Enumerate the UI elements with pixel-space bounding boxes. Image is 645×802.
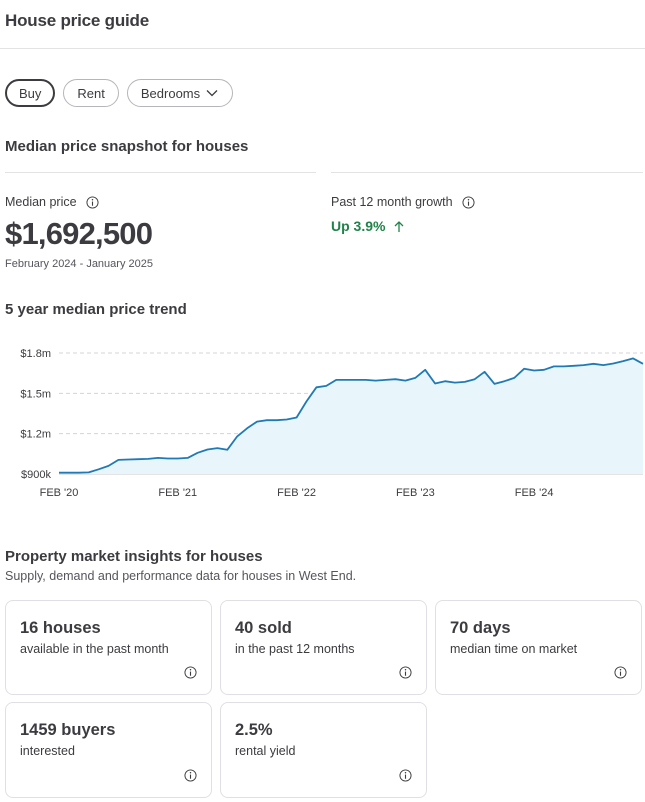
insight-card-sold: 40 sold in the past 12 months xyxy=(220,600,427,695)
insight-card-label: rental yield xyxy=(235,744,296,758)
chart-y-tick-labels: $900k $1.2m $1.5m $1.8m xyxy=(20,348,51,481)
filter-bar: Buy Rent Bedrooms xyxy=(5,79,234,107)
growth-label: Past 12 month growth xyxy=(331,195,453,209)
snapshot-divider-left xyxy=(5,172,316,173)
chart-x-tick-label: FEB '24 xyxy=(515,487,554,499)
chart-x-tick-labels: FEB '20 FEB '21 FEB '22 FEB '23 FEB '24 xyxy=(40,487,554,499)
price-trend-chart: $900k$1.2m$1.5m$1.8m FEB '20 FEB '21 FEB '… xyxy=(20,348,644,499)
info-circle-icon[interactable] xyxy=(86,195,99,209)
arrow-up-icon xyxy=(395,220,404,232)
median-date-range: February 2024 - January 2025 xyxy=(5,258,153,270)
chart-y-tick-label: $1.5m xyxy=(20,388,51,400)
info-circle-icon[interactable] xyxy=(399,769,412,782)
header-divider xyxy=(0,48,645,49)
growth-value-row: Up 3.9% xyxy=(331,218,405,234)
insight-card-label: median time on market xyxy=(450,642,578,656)
buy-filter-label: Buy xyxy=(19,85,42,101)
info-circle-icon[interactable] xyxy=(462,195,475,209)
insight-card-value: 1459 buyers xyxy=(20,721,116,739)
chart-x-tick-label: FEB '20 xyxy=(40,487,79,499)
insight-card-value: 2.5% xyxy=(235,721,273,739)
bedrooms-label: Bedrooms xyxy=(140,85,201,101)
chart-x-tick-label: FEB '22 xyxy=(277,487,316,499)
chart-y-tick-label: $900k xyxy=(21,469,51,481)
insight-card-days-on-market: 70 days median time on market xyxy=(435,600,642,695)
insight-card-available: 16 houses available in the past month xyxy=(5,600,212,695)
median-price-label-row: Median price xyxy=(5,195,99,209)
rent-filter-label: Rent xyxy=(77,85,105,101)
buy-filter-button[interactable]: Buy xyxy=(5,79,56,107)
info-circle-icon[interactable] xyxy=(184,769,197,782)
chevron-down-icon xyxy=(206,90,218,97)
snapshot-heading: Median price snapshot for houses xyxy=(5,138,249,155)
info-circle-icon[interactable] xyxy=(614,666,627,679)
snapshot-divider-right xyxy=(331,172,643,173)
median-price-value: $1,692,500 xyxy=(5,216,153,251)
chart-x-tick-label: FEB '21 xyxy=(158,487,197,499)
chart-x-tick-label: FEB '23 xyxy=(396,487,435,499)
chart-y-tick-label: $1.8m xyxy=(20,348,51,360)
info-circle-icon[interactable] xyxy=(184,666,197,679)
bedrooms-dropdown[interactable]: Bedrooms xyxy=(126,79,234,107)
growth-label-row: Past 12 month growth xyxy=(331,195,475,209)
insight-card-label: interested xyxy=(20,744,75,758)
chart-y-tick-label: $1.2m xyxy=(20,429,51,441)
insight-card-value: 16 houses xyxy=(20,619,101,637)
insight-card-value: 70 days xyxy=(450,619,511,637)
chart-area-fill xyxy=(59,358,643,474)
insights-subheading: Supply, demand and performance data for … xyxy=(5,569,357,583)
trend-heading: 5 year median price trend xyxy=(5,301,187,318)
info-circle-icon[interactable] xyxy=(399,666,412,679)
chart-series-line xyxy=(59,357,644,474)
insight-card-label: available in the past month xyxy=(20,642,169,656)
insight-card-rental-yield: 2.5% rental yield xyxy=(220,702,427,798)
growth-value: Up 3.9% xyxy=(331,218,386,234)
rent-filter-button[interactable]: Rent xyxy=(63,79,119,107)
page-title: House price guide xyxy=(5,11,149,30)
median-price-label: Median price xyxy=(5,195,77,209)
insight-card-buyers: 1459 buyers interested xyxy=(5,702,212,798)
insight-card-label: in the past 12 months xyxy=(235,642,355,656)
insights-heading: Property market insights for houses xyxy=(5,548,263,565)
insight-card-value: 40 sold xyxy=(235,619,292,637)
